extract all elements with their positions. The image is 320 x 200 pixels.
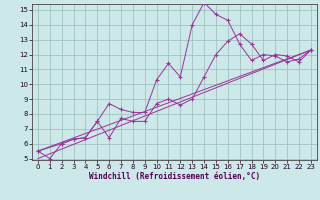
X-axis label: Windchill (Refroidissement éolien,°C): Windchill (Refroidissement éolien,°C) <box>89 172 260 181</box>
